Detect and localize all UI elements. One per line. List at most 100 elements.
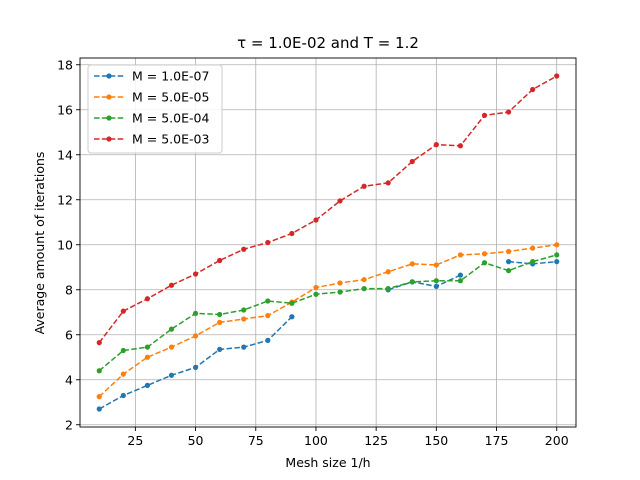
x-tick-label: 125 xyxy=(364,433,388,448)
data-point xyxy=(313,284,319,291)
y-tick-label: 4 xyxy=(65,372,73,387)
legend-item: M = 5.0E-04 xyxy=(94,111,209,126)
legend-marker xyxy=(106,73,112,79)
data-point xyxy=(217,319,223,325)
data-point xyxy=(265,313,271,319)
data-point xyxy=(337,198,343,204)
x-tick-label: 200 xyxy=(545,433,569,448)
data-point xyxy=(433,283,439,289)
data-point xyxy=(144,344,151,350)
series-line xyxy=(387,274,461,291)
legend-box xyxy=(87,64,223,154)
data-point xyxy=(241,344,247,350)
data-point xyxy=(289,314,295,320)
data-point xyxy=(530,86,536,93)
data-point xyxy=(505,268,512,274)
x-tick-label: 75 xyxy=(248,433,264,448)
legend-item: M = 5.0E-03 xyxy=(94,132,209,147)
legend-label: M = 5.0E-05 xyxy=(132,90,209,105)
data-point xyxy=(433,142,439,148)
data-point xyxy=(505,109,512,115)
data-point xyxy=(265,298,271,304)
x-tick-label: 175 xyxy=(485,433,509,448)
data-point xyxy=(385,286,391,292)
data-point xyxy=(409,261,415,267)
data-point xyxy=(457,272,464,278)
data-point xyxy=(168,344,175,350)
data-point xyxy=(144,382,151,388)
chart-title: τ = 1.0E-02 and T = 1.2 xyxy=(237,34,419,52)
x-tick-label: 150 xyxy=(424,433,448,448)
legend-item: M = 5.0E-05 xyxy=(94,90,209,105)
data-point xyxy=(385,269,391,275)
data-point xyxy=(554,242,560,248)
data-point xyxy=(313,217,319,223)
data-point xyxy=(144,354,151,360)
data-point xyxy=(241,307,247,313)
data-point xyxy=(457,278,464,284)
data-point xyxy=(168,372,175,378)
legend-label: M = 5.0E-04 xyxy=(132,111,209,126)
data-point xyxy=(289,300,295,306)
legend-label: M = 1.0E-07 xyxy=(132,69,209,84)
legend-label: M = 5.0E-03 xyxy=(132,132,209,147)
legend-marker xyxy=(106,115,112,121)
data-point xyxy=(481,251,488,257)
data-point xyxy=(217,346,223,352)
data-point xyxy=(265,239,271,246)
data-point xyxy=(217,257,223,264)
series-line xyxy=(98,254,557,372)
data-point xyxy=(361,183,367,189)
data-point xyxy=(313,291,319,297)
x-tick-label: 100 xyxy=(304,433,328,448)
data-point xyxy=(481,112,488,118)
data-point xyxy=(96,368,102,374)
data-point xyxy=(433,262,439,268)
data-point xyxy=(120,308,126,314)
data-point xyxy=(481,260,488,266)
legend-item: M = 1.0E-07 xyxy=(94,69,209,84)
y-tick-label: 2 xyxy=(65,417,73,432)
y-tick-label: 10 xyxy=(57,237,73,252)
data-point xyxy=(168,326,175,332)
data-point xyxy=(337,280,343,286)
y-tick-label: 12 xyxy=(57,192,73,207)
data-point xyxy=(241,316,247,322)
data-point xyxy=(192,310,199,316)
series-3 xyxy=(96,252,560,374)
data-point xyxy=(433,278,439,284)
data-point xyxy=(409,158,415,165)
data-point xyxy=(554,252,560,258)
x-axis-label: Mesh size 1/h xyxy=(285,455,370,470)
data-point xyxy=(457,143,464,149)
data-point xyxy=(361,277,367,283)
data-point xyxy=(530,259,536,265)
data-point xyxy=(120,347,126,354)
data-point xyxy=(120,371,126,377)
data-point xyxy=(505,248,512,255)
legend-marker xyxy=(106,136,112,142)
plot-area: 25 50 75 100 125 150 175 200 2 4 6 8 10 12 14 16 18 xyxy=(57,57,577,448)
legend: M = 1.0E-07 M = 5.0E-05 M = 5.0E-04 M = 5.0… xyxy=(87,64,223,154)
data-point xyxy=(554,259,560,265)
series-2 xyxy=(96,242,560,400)
legend-marker xyxy=(106,94,112,100)
data-point xyxy=(192,364,199,370)
data-point xyxy=(409,279,415,285)
data-point xyxy=(120,392,126,399)
y-axis-label: Average amount of iterations xyxy=(32,152,47,335)
data-point xyxy=(192,333,199,339)
data-point xyxy=(241,246,247,252)
series-line xyxy=(98,75,558,344)
data-point xyxy=(168,282,175,288)
data-point xyxy=(457,252,464,258)
y-tick-label: 14 xyxy=(57,147,73,162)
data-point xyxy=(96,394,102,400)
data-point xyxy=(217,311,223,318)
series-4 xyxy=(96,73,560,346)
x-tick-label: 25 xyxy=(127,433,143,448)
data-point xyxy=(265,337,271,343)
axes-frame xyxy=(79,57,577,428)
y-tick-label: 6 xyxy=(65,327,73,342)
